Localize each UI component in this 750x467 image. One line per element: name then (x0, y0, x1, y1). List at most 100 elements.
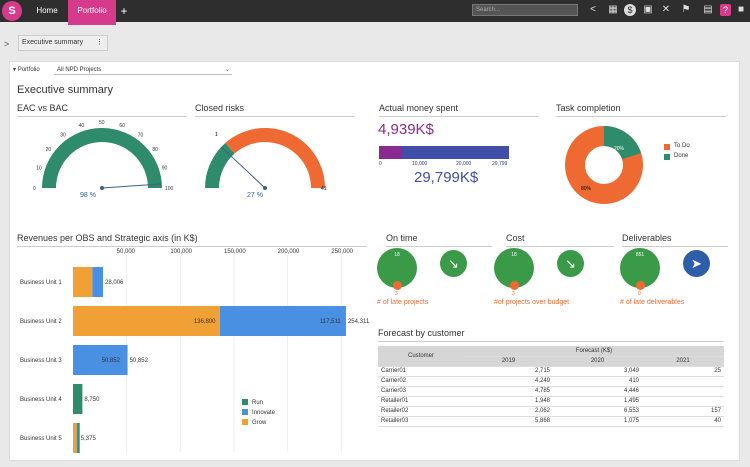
kpi-ontime-title: On time (386, 233, 492, 247)
revenues-bar-grow[interactable] (73, 306, 220, 336)
eac-tick-label: 0 (33, 186, 36, 192)
revenues-bar-innovate[interactable] (73, 345, 128, 375)
kpi-bottom-value: 3 (395, 291, 398, 297)
forecast-row[interactable]: Retailer01 1,948 1,495 (378, 396, 724, 407)
task-donut: 80% 20% (565, 126, 643, 204)
forecast-row[interactable]: Carrier02 4,249 410 (378, 376, 724, 387)
revenues-x-tick: 100,000 (170, 249, 192, 255)
kpi-deliverables-title: Deliverables (622, 233, 728, 247)
forecast-2020: 1,075 (553, 416, 642, 427)
col-2019: 2019 (464, 356, 553, 367)
forecast-2019: 1,948 (464, 396, 553, 407)
col-2020: 2020 (553, 356, 642, 367)
eac-value: 98 % (80, 192, 96, 199)
eac-tick-label: 50 (99, 120, 105, 126)
kpi-top-value: 18 (394, 252, 400, 258)
dollar-icon[interactable]: $ (624, 4, 636, 16)
flag-icon[interactable]: ⚑ (681, 4, 691, 15)
risks-title: Closed risks (195, 103, 355, 117)
forecast-customer: Carrier01 (378, 366, 464, 377)
revenues-x-tick: 50,000 (117, 249, 136, 255)
nav-portfolio[interactable]: Portfolio (68, 0, 116, 25)
tab-executive-summary[interactable]: Executive summary ⋮ (18, 35, 108, 51)
risks-gauge-needle (220, 146, 266, 189)
search-input[interactable]: Search... (472, 4, 578, 16)
share-icon[interactable]: < (590, 4, 596, 15)
revenues-bar-innovate[interactable] (219, 306, 346, 336)
forecast-row[interactable]: Retailer02 2,062 6,553 157 (378, 406, 724, 417)
eac-tick-label: 90 (162, 166, 168, 172)
revenues-category-label: Business Unit 3 (20, 358, 62, 364)
forecast-title: Forecast by customer (378, 328, 724, 342)
revenues-legend-label: Innovate (252, 410, 276, 416)
revenues-category-label: Business Unit 5 (20, 436, 62, 442)
risks-gauge-open-arc (225, 127, 325, 188)
forecast-row[interactable]: Carrier01 2,715 3,049 25 (378, 366, 724, 377)
revenues-bar-innovate[interactable] (76, 423, 79, 453)
kpi-trend-icon: ↘ (440, 250, 467, 277)
forecast-2021 (642, 376, 724, 387)
revenues-category-label: Business Unit 1 (20, 280, 62, 286)
forecast-row[interactable]: Carrier03 4,785 4,446 (378, 386, 724, 397)
schedule-icon[interactable]: ▣ (643, 4, 653, 15)
chevron-down-icon: ⌄ (224, 67, 230, 73)
kpi-cost-title: Cost (506, 233, 614, 247)
donut-done-slice (565, 126, 643, 204)
dashboard-panel: ▾ Portfolio All NPD Projects ⌄ Executive… (9, 61, 740, 461)
revenues-bar-grow[interactable] (73, 423, 77, 453)
risks-gauge-closed-arc (205, 143, 235, 188)
money-bar-fill (379, 146, 401, 159)
revenues-bar-innovate[interactable] (92, 267, 104, 297)
eac-gauge: 0 10 20 30 40 50 60 70 80 90 100 (33, 120, 174, 192)
revenues-bar-label: 50,852 (102, 358, 121, 364)
forecast-table: Customer Forecast (K$) 2019 2020 2021 Ca… (378, 346, 724, 427)
forecast-2020: 4,446 (553, 386, 642, 397)
kpi-marker (393, 281, 402, 290)
tools-icon[interactable]: ✕ (661, 4, 671, 15)
eac-tick-label: 20 (46, 147, 52, 153)
revenues-total-label: 28,006 (105, 280, 124, 286)
kpi-marker (636, 281, 645, 290)
kpi-caption: # of late projects (377, 299, 429, 306)
add-tab-button[interactable]: + (120, 4, 128, 18)
eac-tick-label: 70 (138, 133, 144, 139)
kpi-trend-icon: ↘ (557, 250, 584, 277)
money-title: Actual money spent (379, 103, 539, 117)
nav-home[interactable]: Home (36, 6, 58, 15)
eac-tick-label: 10 (36, 166, 42, 172)
forecast-2019: 2,715 (464, 366, 553, 377)
forecast-2019: 4,785 (464, 386, 553, 397)
eac-gauge-hub (100, 186, 104, 190)
expand-sidebar-icon[interactable]: > (4, 39, 10, 49)
revenues-bar-run[interactable] (73, 384, 83, 414)
calendar-icon[interactable]: ▦ (608, 4, 618, 15)
kpi-marker (510, 281, 519, 290)
forecast-2020: 410 (553, 376, 642, 387)
forecast-header-row: Customer Forecast (K$) (378, 346, 724, 367)
kpi-trend-icon: ➤ (683, 250, 710, 277)
forecast-2019: 4,249 (464, 376, 553, 387)
revenues-bar-label: 136,800 (194, 319, 216, 325)
help-icon[interactable]: ? (720, 4, 731, 16)
col-customer: Customer (378, 346, 464, 367)
money-axis-1: 10,000 (412, 161, 428, 167)
forecast-2021: 25 (642, 366, 724, 377)
forecast-customer: Retailer03 (378, 416, 464, 427)
revenues-bar-grow[interactable] (73, 267, 93, 297)
revenues-legend-label: Run (252, 400, 263, 406)
forecast-customer: Carrier02 (378, 376, 464, 387)
risks-max-label: 41 (321, 186, 327, 192)
portfolio-select[interactable]: All NPD Projects ⌄ (54, 65, 232, 75)
save-icon[interactable]: ■ (737, 4, 745, 15)
revenues-bar-run[interactable] (77, 423, 80, 453)
risks-gauge: 1 41 (205, 127, 327, 192)
forecast-row[interactable]: Retailer03 5,868 1,075 40 (378, 416, 724, 427)
forecast-2021 (642, 386, 724, 397)
legend-done-swatch (664, 154, 670, 160)
app-logo[interactable]: S (2, 1, 22, 21)
forecast-customer: Retailer01 (378, 396, 464, 407)
revenues-total-label: 50,852 (130, 358, 149, 364)
revenues-category-label: Business Unit 2 (20, 319, 62, 325)
tab-menu-icon[interactable]: ⋮ (96, 39, 103, 46)
report-icon[interactable]: ▤ (703, 4, 713, 15)
